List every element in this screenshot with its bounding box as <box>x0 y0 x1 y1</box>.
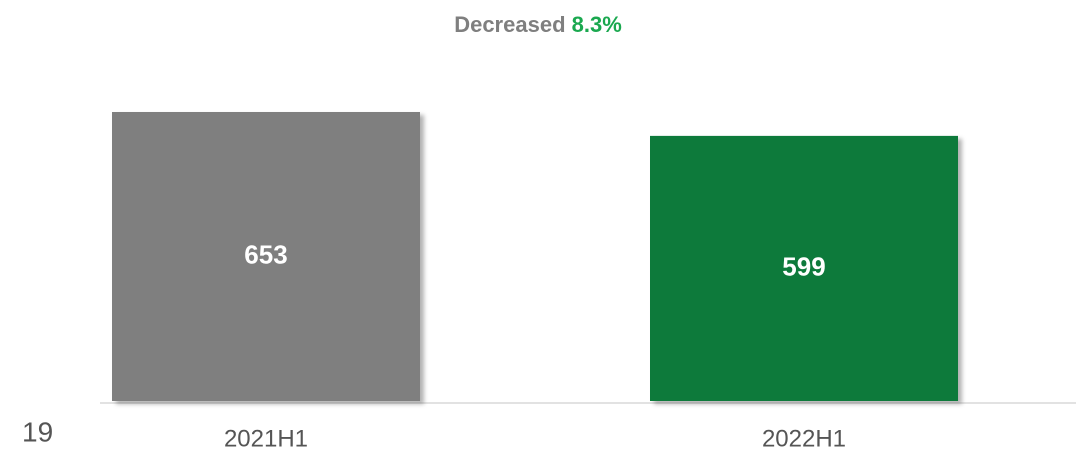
title-highlight: 8.3% <box>572 12 622 37</box>
bar <box>112 112 420 401</box>
title-text: Decreased <box>454 12 565 37</box>
bar <box>650 135 958 401</box>
value-label: 599 <box>782 251 825 281</box>
x-tick-label: 2021H1 <box>224 425 308 452</box>
x-tick-label: 2022H1 <box>762 425 846 452</box>
page-number: 19 <box>22 416 53 447</box>
value-label: 653 <box>244 239 287 269</box>
chart-title: Decreased 8.3% <box>454 12 622 37</box>
